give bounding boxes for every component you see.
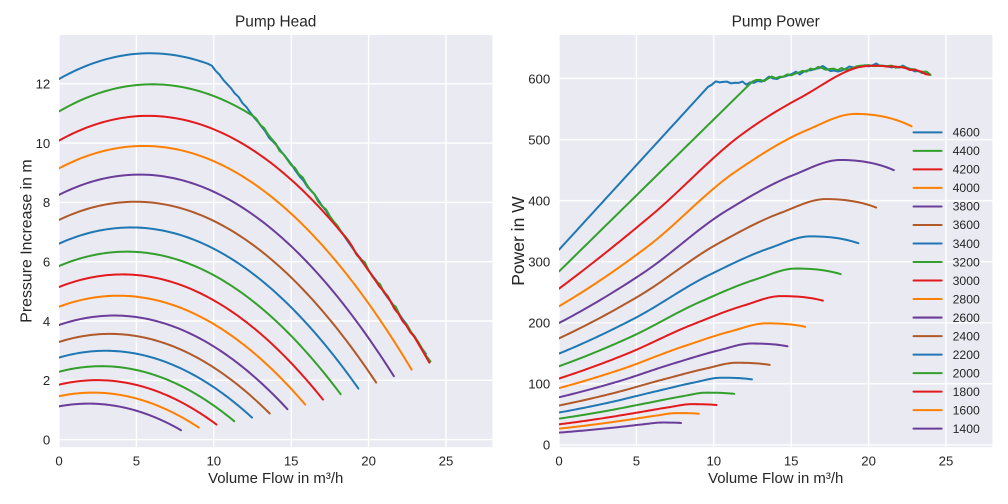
svg-text:2600: 2600 xyxy=(953,311,980,325)
svg-text:1400: 1400 xyxy=(953,422,980,436)
svg-text:3200: 3200 xyxy=(953,255,980,269)
svg-text:4: 4 xyxy=(43,314,50,329)
svg-text:3600: 3600 xyxy=(953,218,980,232)
svg-text:2: 2 xyxy=(43,373,50,388)
svg-text:Volume Flow in m³/h: Volume Flow in m³/h xyxy=(208,470,343,487)
svg-text:5: 5 xyxy=(133,454,140,469)
svg-text:Volume Flow in m³/h: Volume Flow in m³/h xyxy=(708,470,843,487)
svg-text:20: 20 xyxy=(861,454,876,469)
svg-text:4600: 4600 xyxy=(953,126,980,140)
svg-text:8: 8 xyxy=(43,195,50,210)
svg-text:12: 12 xyxy=(36,77,51,92)
svg-text:10: 10 xyxy=(206,454,221,469)
svg-text:2000: 2000 xyxy=(953,366,980,380)
svg-text:6: 6 xyxy=(43,254,50,269)
svg-text:15: 15 xyxy=(784,454,799,469)
svg-text:300: 300 xyxy=(528,254,550,269)
svg-text:4000: 4000 xyxy=(953,181,980,195)
svg-text:2200: 2200 xyxy=(953,348,980,362)
svg-text:200: 200 xyxy=(528,316,550,331)
svg-text:3800: 3800 xyxy=(953,200,980,214)
svg-text:10: 10 xyxy=(706,454,721,469)
svg-text:2800: 2800 xyxy=(953,292,980,306)
svg-text:3000: 3000 xyxy=(953,274,980,288)
svg-text:500: 500 xyxy=(528,132,550,147)
svg-text:5: 5 xyxy=(633,454,640,469)
svg-text:Pressure Increase in m: Pressure Increase in m xyxy=(19,159,36,322)
svg-text:3400: 3400 xyxy=(953,237,980,251)
svg-text:4400: 4400 xyxy=(953,144,980,158)
svg-text:20: 20 xyxy=(361,454,376,469)
svg-text:10: 10 xyxy=(36,136,51,151)
svg-text:0: 0 xyxy=(55,454,62,469)
svg-text:25: 25 xyxy=(439,454,454,469)
svg-text:4200: 4200 xyxy=(953,163,980,177)
svg-text:1600: 1600 xyxy=(953,403,980,417)
svg-text:100: 100 xyxy=(528,377,550,392)
svg-text:25: 25 xyxy=(939,454,954,469)
svg-text:Pump Head: Pump Head xyxy=(235,14,316,31)
svg-text:600: 600 xyxy=(528,71,550,86)
svg-text:0: 0 xyxy=(43,432,50,447)
svg-text:1800: 1800 xyxy=(953,385,980,399)
svg-text:400: 400 xyxy=(528,193,550,208)
svg-text:Pump Power: Pump Power xyxy=(732,14,820,31)
svg-text:Power in W: Power in W xyxy=(508,196,528,286)
svg-text:2400: 2400 xyxy=(953,329,980,343)
svg-text:15: 15 xyxy=(284,454,299,469)
svg-text:0: 0 xyxy=(555,454,562,469)
svg-text:0: 0 xyxy=(543,438,550,453)
